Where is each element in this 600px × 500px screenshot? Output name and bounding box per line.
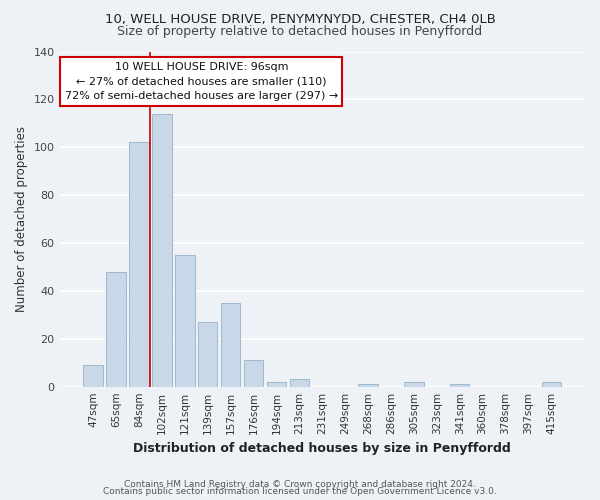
Y-axis label: Number of detached properties: Number of detached properties [15, 126, 28, 312]
Bar [175, 255, 194, 386]
Bar [290, 380, 309, 386]
Bar [267, 382, 286, 386]
X-axis label: Distribution of detached houses by size in Penyffordd: Distribution of detached houses by size … [133, 442, 511, 455]
Bar [198, 322, 217, 386]
Text: 10, WELL HOUSE DRIVE, PENYMYNYDD, CHESTER, CH4 0LB: 10, WELL HOUSE DRIVE, PENYMYNYDD, CHESTE… [104, 12, 496, 26]
Text: Contains public sector information licensed under the Open Government Licence v3: Contains public sector information licen… [103, 488, 497, 496]
Text: Size of property relative to detached houses in Penyffordd: Size of property relative to detached ho… [118, 25, 482, 38]
Text: 10 WELL HOUSE DRIVE: 96sqm
← 27% of detached houses are smaller (110)
72% of sem: 10 WELL HOUSE DRIVE: 96sqm ← 27% of deta… [65, 62, 338, 101]
Bar [106, 272, 126, 386]
Bar [221, 303, 241, 386]
Bar [129, 142, 149, 386]
Text: Contains HM Land Registry data © Crown copyright and database right 2024.: Contains HM Land Registry data © Crown c… [124, 480, 476, 489]
Bar [450, 384, 469, 386]
Bar [152, 114, 172, 386]
Bar [244, 360, 263, 386]
Bar [542, 382, 561, 386]
Bar [83, 365, 103, 386]
Bar [404, 382, 424, 386]
Bar [358, 384, 378, 386]
